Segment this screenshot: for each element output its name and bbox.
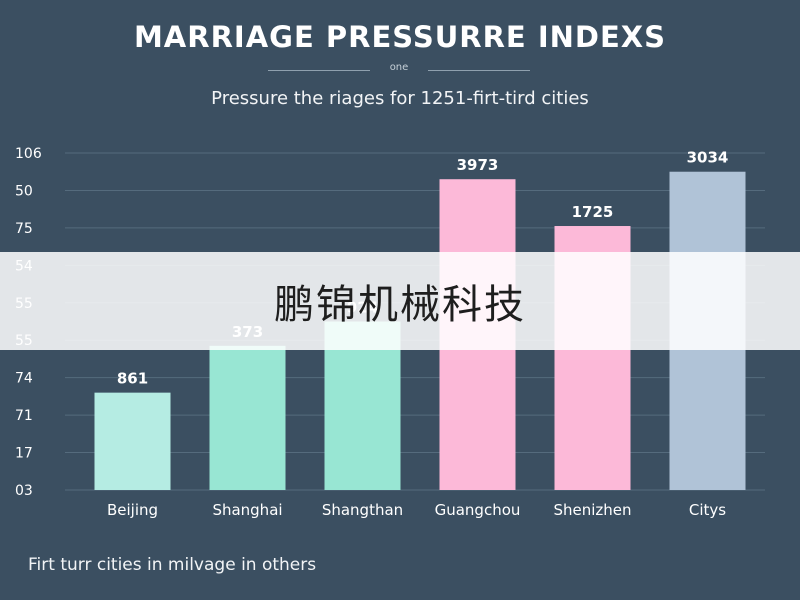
x-tick-label: Shanghai [212,501,282,519]
y-tick-label: 74 [15,371,33,387]
y-tick-label: 17 [15,446,33,462]
y-tick-label: 75 [15,221,33,237]
x-tick-label: Citys [689,501,726,519]
y-tick-label: 50 [15,183,33,199]
title-divider-left [268,70,370,71]
bar-value-label: 1725 [572,203,614,221]
x-tick-label: Beijing [107,501,158,519]
bar-value-label: 3034 [687,149,729,167]
watermark-text: 鹏锦机械科技 [274,282,526,328]
x-tick-label: Guangchou [435,501,521,519]
title-divider-right [428,70,530,71]
y-tick-label: 71 [15,408,33,424]
chart-subtitle: Pressure the riages for 1251-firt-tird c… [211,88,589,109]
bar-value-label: 861 [117,370,148,388]
x-tick-label: Shenizhen [553,501,631,519]
bar [94,392,171,490]
bar-value-label: 3973 [457,156,499,174]
title-divider-mark: one [389,62,409,73]
bar [209,345,286,490]
y-tick-label: 03 [15,483,33,499]
y-tick-label: 106 [15,146,42,162]
chart-footnote: Firt turr cities in milvage in others [28,555,317,575]
x-tick-label: Shangthan [322,501,403,519]
watermark-banner: 鹏锦机械科技 [0,252,800,350]
chart-title: MARRIAGE PRESSURRE INDEXS [133,20,667,54]
